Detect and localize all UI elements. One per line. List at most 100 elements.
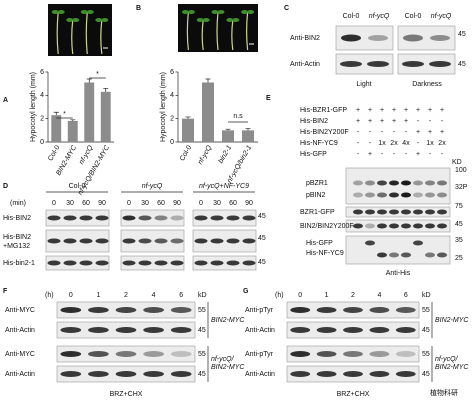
band xyxy=(369,351,390,357)
seedling xyxy=(201,19,204,51)
band xyxy=(79,215,93,221)
y-tick-label: 2 xyxy=(40,116,44,123)
significance: * xyxy=(96,71,99,78)
band xyxy=(47,238,61,244)
band xyxy=(194,238,208,244)
band xyxy=(365,223,375,229)
panel-label: C xyxy=(284,5,289,12)
band-label: BZR1-GFP xyxy=(300,209,335,216)
time-unit: (min) xyxy=(10,200,26,207)
marker-unit: KD xyxy=(452,159,462,166)
marker: 35 xyxy=(455,237,463,244)
band xyxy=(401,192,411,198)
band xyxy=(170,371,192,377)
treatment-sign: + xyxy=(416,107,420,114)
band xyxy=(403,34,423,42)
time-label: 0 xyxy=(52,200,56,207)
treatment-sign: + xyxy=(380,107,384,114)
bar xyxy=(242,130,254,142)
bar xyxy=(67,121,78,142)
marker: 45 xyxy=(198,371,206,378)
band xyxy=(367,61,389,67)
blot xyxy=(345,235,451,265)
band xyxy=(154,260,168,266)
leaf xyxy=(66,18,74,22)
band xyxy=(226,260,240,266)
treatment-sign: - xyxy=(441,151,444,158)
error-bar xyxy=(225,128,231,131)
antibody: Anti-His xyxy=(386,270,411,277)
treatment-sign: + xyxy=(392,107,396,114)
row-label: Anti-BIN2 xyxy=(290,35,320,42)
marker: 45 xyxy=(458,31,466,38)
band xyxy=(413,240,423,246)
row-label: His-BIN2 xyxy=(3,234,31,241)
leaf xyxy=(57,10,65,14)
marker: 55 xyxy=(422,307,430,314)
leaf xyxy=(95,18,103,22)
band xyxy=(389,223,399,229)
genotype: BIN2-MYC xyxy=(211,317,245,324)
treatment-sign: - xyxy=(429,151,432,158)
blot xyxy=(120,229,185,253)
band xyxy=(63,238,77,244)
treatment-sign: + xyxy=(356,107,360,114)
treatment-sign: + xyxy=(428,107,432,114)
marker: 25 xyxy=(455,255,463,262)
genotype: BIN2-MYC xyxy=(435,317,469,324)
row-label: Anti-MYC xyxy=(5,307,35,314)
band xyxy=(389,180,399,186)
panel-label: B xyxy=(136,5,141,12)
band xyxy=(88,327,109,333)
band xyxy=(425,180,435,186)
treatment-sign: 1x xyxy=(378,140,386,147)
significance: * xyxy=(63,111,66,118)
time-label: 90 xyxy=(173,200,181,207)
band xyxy=(401,180,411,186)
error-bar xyxy=(245,128,251,131)
bar xyxy=(100,91,111,142)
band xyxy=(170,327,192,333)
band xyxy=(210,260,224,266)
band xyxy=(402,61,424,67)
treatment-sign: + xyxy=(392,118,396,125)
band xyxy=(316,351,337,357)
band xyxy=(79,260,93,266)
y-tick-label: 6 xyxy=(40,69,44,76)
leaf xyxy=(187,10,195,14)
band xyxy=(63,215,77,221)
time-unit: (h) xyxy=(45,292,54,299)
band xyxy=(353,223,363,229)
band xyxy=(365,192,375,198)
band xyxy=(425,192,435,198)
treatment-sign: + xyxy=(440,129,444,136)
band xyxy=(143,307,164,313)
band xyxy=(290,351,311,357)
band xyxy=(377,192,387,198)
condition: Light xyxy=(356,81,371,88)
isotope: 32P xyxy=(455,184,468,191)
lane-label: Col-0 xyxy=(343,13,360,20)
time-label: 30 xyxy=(213,200,221,207)
band xyxy=(365,180,375,186)
band xyxy=(369,371,390,377)
treatment-sign: 2x xyxy=(390,140,398,147)
band xyxy=(316,327,337,333)
error-bar xyxy=(103,87,109,92)
bar xyxy=(84,82,95,142)
lane-label: Col-0 xyxy=(405,13,422,20)
band xyxy=(115,351,137,357)
band xyxy=(60,351,82,357)
row-label: His-BIN2 xyxy=(3,215,31,222)
band xyxy=(60,327,82,333)
row-label: Anti-Actin xyxy=(245,327,275,334)
group-label: nf-ycQ+NF-YC9 xyxy=(199,183,249,190)
blot xyxy=(45,255,110,271)
band xyxy=(242,260,256,266)
marker: 55 xyxy=(198,307,206,314)
band xyxy=(170,351,192,357)
row-label: Anti-Actin xyxy=(5,327,35,334)
band xyxy=(154,238,168,244)
time-label: 1 xyxy=(96,292,100,299)
treatment-sign: + xyxy=(356,118,360,125)
